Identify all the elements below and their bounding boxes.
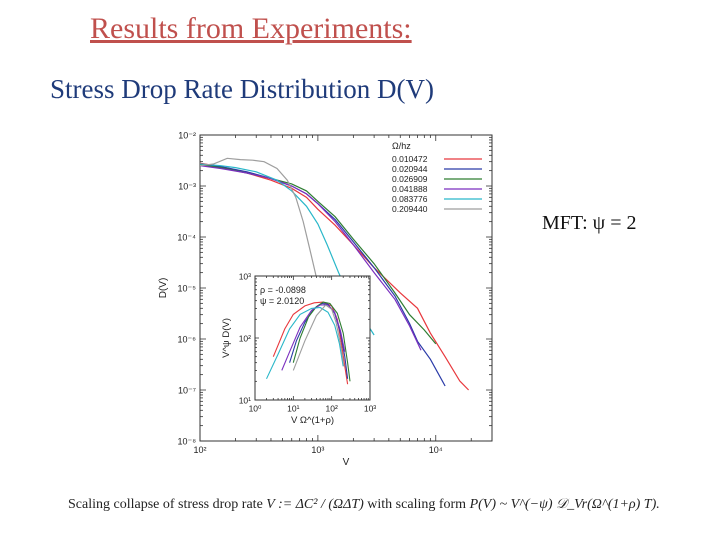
legend-label: 0.026909 — [392, 174, 428, 184]
main-y-tick-label: 10⁻⁷ — [178, 386, 196, 396]
inset-y-tick-label: 10³ — [239, 271, 251, 281]
main-y-axis-label: D(V) — [158, 278, 169, 299]
inset-x-tick-label: 10² — [326, 404, 338, 414]
inset-x-tick-label: 10¹ — [287, 404, 299, 414]
inset-y-tick-label: 10² — [239, 333, 251, 343]
caption-form: P(V) ~ V^(−ψ) 𝒟_Vr(Ω^(1+ρ) T). — [469, 497, 660, 512]
slide-subtitle: Stress Drop Rate Distribution D(V) — [50, 74, 434, 104]
inset-annotation-psi: ψ = 2.0120 — [260, 296, 304, 306]
legend-label: 0.020944 — [392, 164, 428, 174]
main-x-tick-label: 10⁴ — [429, 445, 443, 455]
main-y-tick-label: 10⁻⁸ — [177, 437, 196, 447]
inset-x-tick-label: 10³ — [364, 404, 376, 414]
inset-y-axis-label: V^ψ D(V) — [221, 318, 232, 358]
main-series-line — [200, 163, 446, 387]
inset-annotation-rho: ρ = -0.0898 — [260, 285, 306, 295]
main-series-line — [200, 165, 422, 351]
main-x-tick-label: 10³ — [311, 445, 324, 455]
inset-series-line — [292, 301, 351, 382]
inset-y-tick-label: 10¹ — [239, 395, 251, 405]
main-series-line — [200, 162, 470, 391]
inset-x-tick-label: 10⁰ — [249, 404, 262, 414]
inset-series-line — [292, 304, 345, 371]
main-x-tick-label: 10² — [193, 445, 206, 455]
inset-x-axis-label: V Ω^(1+ρ) — [291, 415, 334, 426]
caption-def-rhs: ΔC² / (ΩΔT) — [295, 497, 364, 512]
caption-text-1: Scaling collapse of stress drop rate — [68, 497, 267, 512]
stress-drop-chart: 10² 10³ 10⁴ 10⁻⁸ 10⁻⁷ 10⁻⁶ 10⁻⁵ 10⁻⁴ 10⁻³ 10⁻² V D(… — [158, 131, 493, 468]
legend-label: 0.041888 — [392, 184, 428, 194]
legend-label: 0.083776 — [392, 194, 428, 204]
main-y-tick-label: 10⁻⁴ — [177, 233, 196, 243]
main-y-tick-label: 10⁻⁵ — [178, 284, 197, 294]
caption-def-lhs: V := — [266, 497, 296, 512]
mft-note: MFT: ψ = 2 — [542, 212, 637, 234]
main-y-tick-label: 10⁻⁶ — [178, 335, 197, 345]
inset-series-line — [289, 302, 349, 379]
inset-series-line — [281, 304, 346, 371]
legend-label: 0.209440 — [392, 204, 428, 214]
figure-caption: Scaling collapse of stress drop rate V :… — [68, 497, 660, 513]
main-x-axis-label: V — [343, 457, 350, 468]
caption-text-2: with scaling form — [363, 497, 470, 512]
legend: Ω/hz 0.0104720.0209440.0269090.0418880.08… — [392, 141, 482, 214]
legend-title: Ω/hz — [392, 141, 411, 151]
inset-series-line — [266, 306, 344, 380]
legend-label: 0.010472 — [392, 154, 428, 164]
slide-title: Results from Experiments: — [90, 12, 412, 45]
main-y-tick-label: 10⁻² — [178, 131, 196, 141]
main-y-tick-label: 10⁻³ — [178, 182, 196, 192]
